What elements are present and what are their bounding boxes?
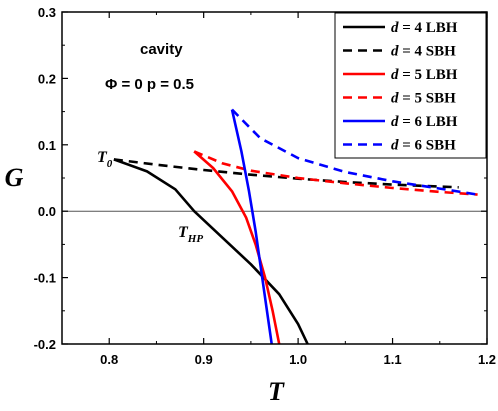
y-tick-label: 0.1	[38, 138, 56, 153]
legend-label-4: d = 5 SBH	[391, 91, 456, 107]
x-axis-title: T	[268, 377, 285, 406]
legend-label-text: = 4 LBH	[399, 20, 458, 36]
plot-frame	[61, 11, 488, 345]
annotation-thp-sub: HP	[187, 233, 204, 245]
tick-layer: 0.8 0.9 1.0 1.1 1.2 -0.2 -0.1 0.0 0.1 0.2 0.3	[34, 5, 496, 367]
legend-label-text: = 6 SBH	[399, 138, 457, 154]
annotation-params: Φ = 0 p = 0.5	[105, 76, 194, 93]
legend-box	[334, 12, 487, 159]
legend-label-var: d	[391, 67, 399, 83]
legend-label-text: = 5 LBH	[399, 67, 458, 83]
annotation-thp: THP	[178, 224, 203, 245]
series-line-3	[193, 150, 281, 345]
legend-label-text: = 6 LBH	[399, 114, 458, 130]
legend-label-text: = 5 SBH	[399, 91, 457, 107]
x-tick-label: 0.9	[195, 352, 213, 367]
legend-label-var: d	[391, 138, 399, 154]
x-tick-label: 1.0	[289, 352, 307, 367]
legend-label-3: d = 5 LBH	[391, 67, 458, 83]
legend-label-1: d = 4 LBH	[391, 20, 458, 36]
series-line-5	[230, 109, 273, 345]
y-tick-label: 0.3	[38, 5, 56, 20]
legend-label-6: d = 6 SBH	[391, 138, 456, 154]
legend-label-5: d = 6 LBH	[391, 114, 458, 130]
y-axis-title: G	[5, 163, 24, 192]
annotation-layer: cavity Φ = 0 p = 0.5 T0 THP	[97, 41, 203, 245]
legend-label-var: d	[391, 91, 399, 107]
annotation-t0-sub: 0	[107, 158, 113, 170]
annotation-t0: T0	[97, 149, 113, 170]
x-tick-label: 1.2	[478, 352, 496, 367]
y-tick-label: 0.2	[38, 71, 56, 86]
x-tick-label: 1.1	[384, 352, 402, 367]
series-line-4	[193, 150, 478, 196]
plot-layer	[62, 108, 487, 345]
legend-label-var: d	[391, 44, 399, 60]
y-tick-label: 0.0	[38, 204, 56, 219]
x-tick-label: 0.8	[100, 352, 118, 367]
legend-label-text: = 4 SBH	[399, 44, 457, 60]
series-line-6	[231, 108, 478, 196]
series-line-1	[113, 158, 309, 345]
annotation-thp-main: T	[178, 224, 189, 241]
y-tick-label: -0.1	[34, 271, 56, 286]
legend-label-var: d	[391, 114, 399, 130]
legend-label-2: d = 4 SBH	[391, 44, 456, 60]
annotation-cavity: cavity	[140, 41, 183, 58]
annotation-t0-main: T	[97, 149, 108, 166]
legend-label-var: d	[391, 20, 399, 36]
series-line-2	[113, 158, 459, 189]
y-tick-label: -0.2	[34, 337, 56, 352]
